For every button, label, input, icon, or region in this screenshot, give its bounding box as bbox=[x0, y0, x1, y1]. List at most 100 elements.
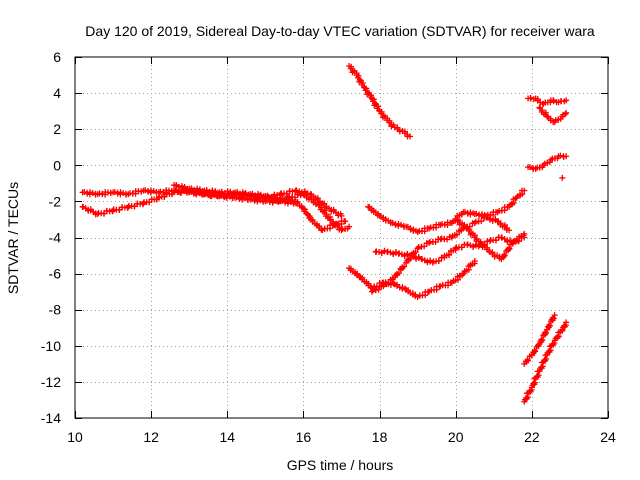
data-trace-marker bbox=[524, 394, 531, 401]
data-points bbox=[79, 63, 570, 405]
data-series bbox=[346, 257, 478, 301]
data-trace-marker bbox=[176, 183, 183, 190]
data-point bbox=[563, 97, 570, 104]
x-axis-label: GPS time / hours bbox=[287, 457, 394, 473]
data-point bbox=[277, 191, 284, 198]
x-tick-label: 22 bbox=[524, 429, 540, 445]
data-trace-marker bbox=[478, 218, 485, 225]
data-trace-marker bbox=[203, 187, 210, 194]
x-tick-label: 10 bbox=[67, 429, 83, 445]
data-trace-marker bbox=[147, 187, 154, 194]
data-trace-marker bbox=[412, 249, 419, 256]
data-point bbox=[521, 187, 528, 194]
data-point bbox=[338, 227, 345, 234]
data-point bbox=[426, 239, 433, 246]
data-series bbox=[521, 312, 558, 367]
y-tick-label: -14 bbox=[41, 410, 61, 426]
data-trace-marker bbox=[453, 231, 460, 238]
data-trace-marker bbox=[543, 330, 550, 337]
data-trace-marker bbox=[395, 270, 402, 277]
data-trace-marker bbox=[375, 286, 382, 293]
data-point bbox=[94, 211, 101, 218]
data-point bbox=[563, 109, 570, 116]
data-series bbox=[521, 319, 570, 405]
data-series bbox=[559, 174, 566, 181]
data-trace-marker bbox=[188, 186, 195, 193]
data-trace-marker bbox=[385, 280, 392, 287]
data-point bbox=[551, 312, 558, 319]
y-tick-label: 0 bbox=[53, 157, 61, 173]
data-trace-marker bbox=[531, 347, 538, 354]
data-trace-marker bbox=[539, 363, 546, 370]
data-trace-marker bbox=[267, 194, 274, 201]
y-tick-label: -4 bbox=[49, 230, 62, 246]
data-trace-marker bbox=[293, 187, 300, 194]
data-point bbox=[559, 174, 566, 181]
data-trace-marker bbox=[395, 220, 402, 227]
data-point bbox=[506, 227, 513, 234]
data-point bbox=[346, 223, 353, 230]
data-trace-marker bbox=[526, 163, 533, 170]
data-point bbox=[338, 212, 345, 219]
data-point bbox=[521, 230, 528, 237]
data-point bbox=[563, 319, 570, 326]
data-series bbox=[372, 234, 528, 266]
y-tick-label: 4 bbox=[53, 85, 61, 101]
data-trace-marker bbox=[501, 251, 508, 258]
x-tick-label: 16 bbox=[296, 429, 312, 445]
data-trace-marker bbox=[407, 255, 414, 262]
data-series bbox=[536, 104, 570, 126]
data-trace-marker bbox=[535, 372, 542, 379]
data-series bbox=[269, 191, 353, 234]
y-tick-label: 2 bbox=[53, 121, 61, 137]
x-tick-label: 18 bbox=[372, 429, 388, 445]
data-trace-marker bbox=[445, 251, 452, 258]
data-series bbox=[525, 94, 570, 108]
data-series bbox=[365, 187, 528, 236]
data-trace-marker bbox=[87, 189, 94, 196]
y-tick-label: -2 bbox=[49, 193, 62, 209]
data-trace-marker bbox=[304, 190, 311, 197]
data-trace-marker bbox=[401, 263, 408, 270]
data-point bbox=[407, 133, 414, 140]
data-trace-marker bbox=[234, 189, 241, 196]
data-point bbox=[563, 153, 570, 160]
data-point bbox=[110, 207, 117, 214]
data-trace-marker bbox=[539, 337, 546, 344]
data-trace-marker bbox=[505, 245, 512, 252]
data-trace-marker bbox=[435, 257, 442, 264]
data-trace-marker bbox=[181, 184, 188, 191]
data-trace-marker bbox=[173, 182, 180, 189]
x-tick-label: 24 bbox=[600, 429, 616, 445]
data-trace-marker bbox=[543, 355, 550, 362]
axis-ticks bbox=[75, 57, 609, 419]
data-trace-marker bbox=[421, 243, 428, 250]
data-trace-marker bbox=[547, 347, 554, 354]
x-tick-labels: 10 12 14 16 18 20 22 24 bbox=[67, 429, 616, 445]
x-tick-label: 12 bbox=[143, 429, 159, 445]
data-trace-marker bbox=[117, 189, 124, 196]
data-point bbox=[342, 218, 349, 225]
data-trace-marker bbox=[392, 221, 399, 228]
data-trace-marker bbox=[282, 195, 289, 202]
data-trace-marker bbox=[532, 379, 539, 386]
data-trace-marker bbox=[550, 98, 557, 105]
y-tick-label: -10 bbox=[41, 338, 61, 354]
data-series bbox=[525, 152, 570, 173]
data-series bbox=[452, 216, 528, 263]
y-tick-label: -6 bbox=[49, 266, 62, 282]
data-trace-marker bbox=[249, 191, 256, 198]
chart-title: Day 120 of 2019, Sidereal Day-to-day VTE… bbox=[85, 23, 595, 39]
y-tick-label: -12 bbox=[41, 374, 61, 390]
y-axis-label: SDTVAR / TECUs bbox=[5, 182, 21, 294]
data-trace-marker bbox=[546, 322, 553, 329]
data-trace-marker bbox=[550, 315, 557, 322]
data-trace-marker bbox=[264, 193, 271, 200]
y-tick-label: -8 bbox=[49, 302, 62, 318]
data-trace-marker bbox=[524, 356, 531, 363]
data-trace-marker bbox=[546, 321, 553, 328]
data-point bbox=[471, 257, 478, 264]
x-tick-label: 20 bbox=[448, 429, 464, 445]
data-series bbox=[346, 63, 414, 140]
